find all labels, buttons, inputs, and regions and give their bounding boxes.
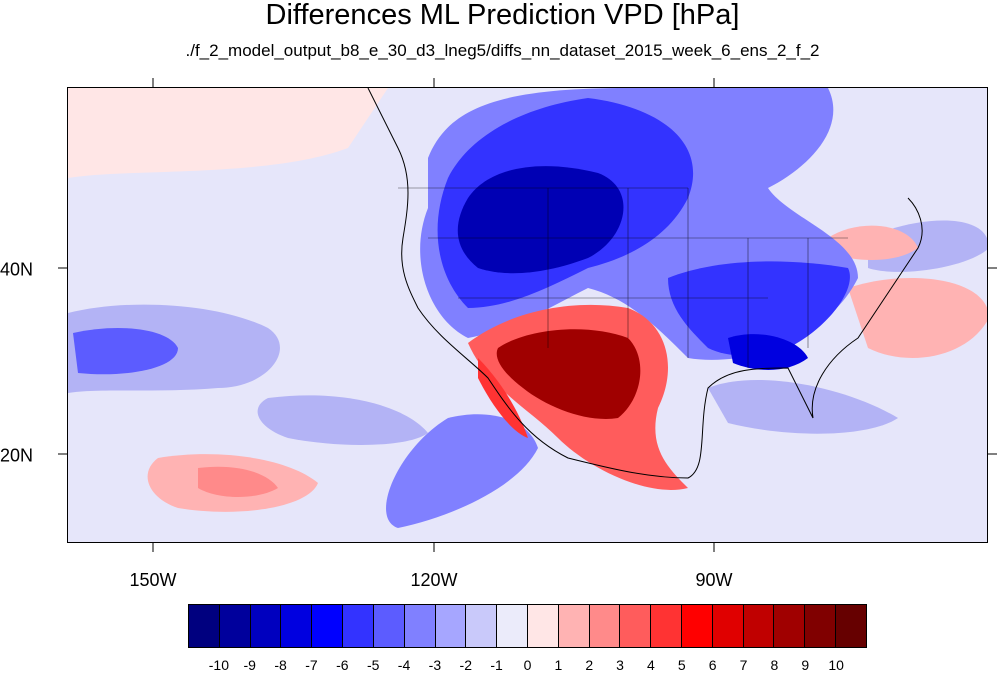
colorbar-label: -8 <box>274 657 287 673</box>
colorbar-label: 8 <box>770 657 779 673</box>
y-tick-label-20n: 20N <box>0 445 34 466</box>
colorbar-swatch <box>466 605 498 647</box>
colorbar-swatch <box>836 605 866 647</box>
colorbar-label: 5 <box>677 657 686 673</box>
baja-positive <box>478 358 528 438</box>
pacific-positive-south-inner <box>198 466 278 497</box>
colorbar-label: -5 <box>366 657 380 673</box>
colorbar-label: 1 <box>554 657 563 673</box>
colorbar-label: -10 <box>208 657 229 673</box>
colorbar-label: -2 <box>459 657 472 673</box>
colorbar-swatch <box>435 605 467 647</box>
northeast-positive <box>828 225 918 260</box>
colorbar-label: 2 <box>585 657 594 673</box>
colorbar-swatch <box>497 605 528 647</box>
map-plot-area <box>67 87 988 543</box>
colorbar-label: 6 <box>708 657 717 673</box>
colorbar-swatch <box>558 605 590 647</box>
colorbar-swatch <box>589 605 621 647</box>
colorbar-label: 0 <box>523 657 532 673</box>
colorbar-label: 7 <box>739 657 748 673</box>
southwest-positive-core <box>496 329 641 419</box>
colorbar-swatch <box>343 605 374 647</box>
north-negative-core <box>457 166 624 274</box>
state-borders <box>398 187 848 368</box>
colorbar-swatch <box>281 605 313 647</box>
colorbar-swatch <box>527 605 559 647</box>
colorbar-swatch <box>312 605 344 647</box>
colorbar-label: -1 <box>490 657 503 673</box>
colorbar-swatch <box>774 605 806 647</box>
x-tick-label-150w: 150W <box>129 570 177 590</box>
pacific-negative-south <box>386 414 538 528</box>
colorbar-label: 10 <box>828 657 844 673</box>
east-negative-band <box>668 261 850 356</box>
colorbar-swatch <box>404 605 436 647</box>
colorbar-swatch <box>651 605 682 647</box>
colorbar-swatch <box>805 605 837 647</box>
colorbar-label: -6 <box>336 657 349 673</box>
colorbar-label: 9 <box>801 657 810 673</box>
colorbar-swatch <box>189 605 220 647</box>
colorbar-swatch <box>743 605 775 647</box>
chart-subtitle: ./f_2_model_output_b8_e_30_d3_lneg5/diff… <box>185 41 820 60</box>
colorbar-swatch <box>620 605 652 647</box>
y-tick-label-40n: 40N <box>0 259 34 280</box>
colorbar-swatch <box>712 605 744 647</box>
colorbar-label: 4 <box>647 657 655 673</box>
gulf-negative <box>708 379 898 434</box>
north-america-coastline <box>367 88 923 479</box>
x-tick-label-90w: 90W <box>695 570 733 590</box>
ocean-positive-patch <box>68 88 528 178</box>
colorbar <box>188 604 867 648</box>
x-tick-label-120w: 120W <box>410 570 458 590</box>
chart-title: Differences ML Prediction VPD [hPa] <box>265 0 740 31</box>
colorbar-swatch <box>250 605 282 647</box>
colorbar-label: -3 <box>428 657 442 673</box>
colorbar-label: -9 <box>243 657 256 673</box>
ocean-strong-negative-west <box>73 328 178 375</box>
colorbar-label: 3 <box>616 657 624 673</box>
colorbar-label: -7 <box>305 657 318 673</box>
colorbar-label: -4 <box>397 657 411 673</box>
pacific-negative-south-2 <box>257 395 428 445</box>
atlantic-positive <box>848 278 987 358</box>
colorbar-swatch <box>373 605 405 647</box>
colorbar-swatch <box>682 605 713 647</box>
vpd-difference-field <box>68 88 987 528</box>
colorbar-swatch <box>219 605 251 647</box>
